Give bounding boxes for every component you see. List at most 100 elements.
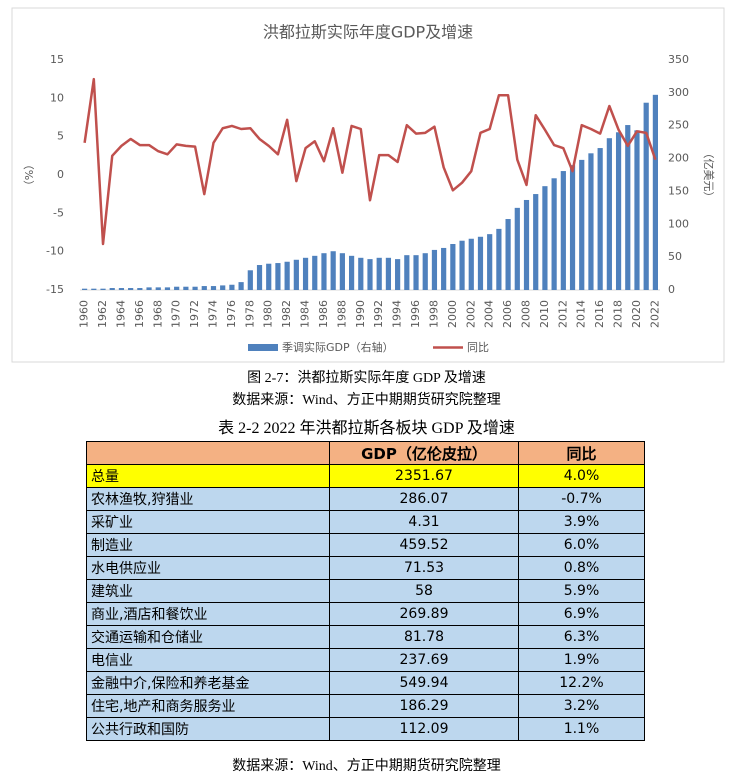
chart-title: 洪都拉斯实际年度GDP及增速: [263, 23, 473, 42]
x-tick-label: 1992: [372, 300, 385, 328]
table-cell: 4.31: [329, 510, 519, 534]
table-row: 农林渔牧,狩猎业 286.07 -0.7%: [86, 487, 645, 511]
bar: [284, 261, 290, 290]
table-cell: 1.9%: [518, 648, 645, 672]
x-tick-label: 1974: [206, 300, 219, 328]
table-cell: 建筑业: [86, 579, 330, 603]
bar: [395, 259, 401, 290]
bar: [422, 253, 428, 290]
bar: [643, 102, 649, 290]
table-row: 电信业 237.69 1.9%: [86, 648, 645, 672]
table-cell: 459.52: [329, 533, 519, 557]
y-tick-label: -10: [46, 245, 64, 258]
bar: [606, 138, 612, 290]
x-tick-label: 2014: [575, 300, 588, 328]
x-tick-label: 2006: [501, 300, 514, 328]
header-cell: GDP（亿伦皮拉）: [329, 441, 519, 465]
header-row: GDP（亿伦皮拉） 同比: [86, 441, 645, 465]
y-axis-label: （%）: [22, 159, 35, 191]
bar: [385, 257, 392, 290]
table-cell: 4.0%: [518, 464, 645, 488]
x-tick-label: 1996: [409, 300, 422, 328]
bar: [459, 240, 465, 290]
x-tick-label: 1986: [317, 300, 330, 328]
bar: [91, 288, 97, 290]
bar: [533, 194, 539, 290]
table-cell: 81.78: [329, 625, 519, 649]
bar: [634, 130, 640, 290]
table-caption: 表 2-2 2022 年洪都拉斯各板块 GDP 及增速: [218, 420, 515, 437]
table-row: 总量 2351.67 4.0%: [86, 464, 645, 488]
table-cell: 公共行政和国防: [86, 717, 330, 741]
x-tick-label: 2004: [483, 300, 496, 328]
y2-tick-label: 300: [668, 86, 689, 99]
chart: 洪都拉斯实际年度GDP及增速 （%） （亿美元） -15-10-50510150…: [11, 7, 725, 363]
table-cell: -0.7%: [518, 487, 645, 511]
bar: [579, 159, 585, 290]
y-tick-label: -15: [46, 283, 64, 296]
legend-label: 同比: [467, 341, 489, 354]
y-tick-label: -5: [53, 206, 64, 219]
y2-tick-label: 250: [668, 119, 689, 132]
table-cell: 6.0%: [518, 533, 645, 557]
bar: [597, 148, 603, 290]
table-cell: 71.53: [329, 556, 519, 580]
table-cell: 3.2%: [518, 694, 645, 718]
bar: [496, 228, 502, 290]
bar: [164, 287, 171, 290]
bar: [551, 178, 557, 290]
table: GDP（亿伦皮拉） 同比 总量 2351.67 4.0% 农林渔牧,狩猎业 286.07-…: [86, 441, 645, 741]
bar: [220, 285, 226, 290]
bar: [588, 153, 594, 290]
table-cell: 5.9%: [518, 579, 645, 603]
x-tick-label: 1964: [114, 300, 127, 328]
bar: [137, 288, 143, 290]
table-source: 数据来源：Wind、方正中期期货研究院整理: [232, 759, 501, 774]
bar: [413, 255, 419, 290]
x-tick-label: 2016: [593, 300, 606, 328]
legend-swatch: [248, 344, 278, 351]
bar: [118, 288, 125, 290]
x-tick-label: 1984: [299, 300, 312, 328]
bar: [404, 255, 410, 290]
x-tick-label: 1994: [391, 300, 404, 328]
bar: [293, 259, 299, 290]
bar: [210, 286, 217, 290]
header-cell: [86, 441, 330, 465]
table-row: 采矿业 4.31 3.9%: [86, 510, 645, 534]
figure-source: 数据来源：Wind、方正中期期货研究院整理: [232, 393, 501, 408]
bar: [146, 287, 152, 290]
x-tick-label: 2000: [446, 300, 459, 328]
y2-tick-label: 0: [668, 283, 675, 296]
table-cell: 58: [329, 579, 519, 603]
table-cell: 6.3%: [518, 625, 645, 649]
x-tick-label: 2010: [538, 300, 551, 328]
x-tick-label: 1960: [78, 300, 91, 328]
x-tick-label: 1970: [170, 300, 183, 328]
table-cell: 286.07: [329, 487, 519, 511]
y2-tick-label: 350: [668, 53, 689, 66]
x-tick-label: 1980: [262, 300, 275, 328]
table-row: 制造业 459.52 6.0%: [86, 533, 645, 557]
table-cell: 水电供应业: [86, 556, 330, 580]
bar: [100, 288, 106, 290]
bar: [615, 132, 622, 290]
x-tick-label: 2002: [464, 300, 477, 328]
x-tick-label: 2020: [630, 300, 643, 328]
y2-tick-label: 150: [668, 184, 689, 197]
bar: [477, 236, 484, 290]
bar: [266, 263, 272, 290]
y2-tick-label: 200: [668, 152, 689, 165]
table-cell: 采矿业: [86, 510, 330, 534]
bar: [542, 186, 548, 290]
bar: [376, 257, 382, 290]
bar: [155, 287, 161, 290]
bar: [487, 234, 493, 290]
figure-caption: 图 2-7：洪都拉斯实际年度 GDP 及增速: [247, 371, 486, 386]
table-cell: 交通运输和仓储业: [86, 625, 330, 649]
bar: [128, 288, 134, 290]
bar: [330, 251, 336, 290]
bar: [82, 288, 88, 290]
table-cell: 112.09: [329, 717, 519, 741]
table-row: 建筑业 58 5.9%: [86, 579, 645, 603]
